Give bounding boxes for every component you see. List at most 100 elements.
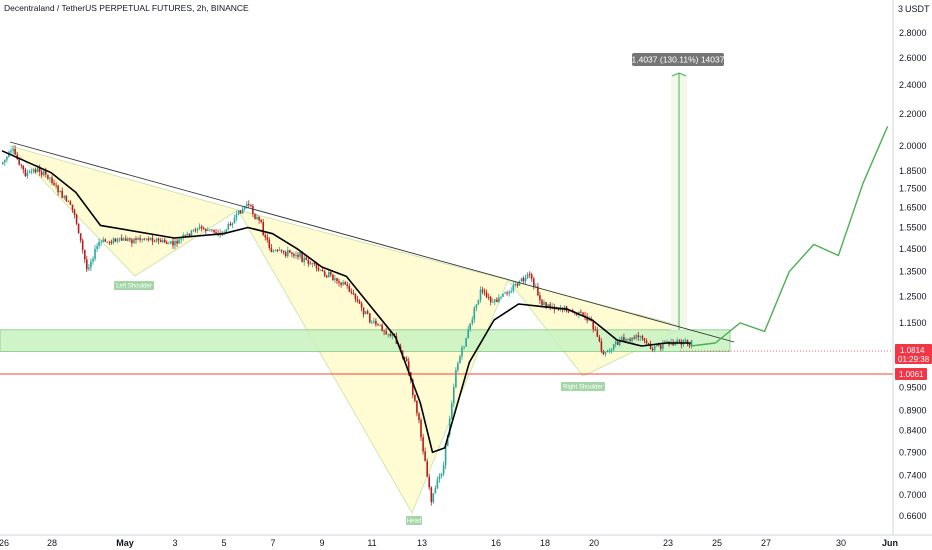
candle bbox=[139, 235, 141, 243]
candle bbox=[375, 318, 377, 327]
time-tick-label: 23 bbox=[663, 538, 673, 548]
price-axis-currency: USDT bbox=[905, 4, 930, 14]
candle bbox=[176, 238, 178, 248]
candle bbox=[313, 262, 316, 266]
candle bbox=[440, 472, 443, 479]
candle bbox=[592, 321, 594, 333]
candle bbox=[297, 252, 299, 260]
candle bbox=[155, 237, 158, 243]
head-label-bg bbox=[406, 516, 422, 525]
candle bbox=[473, 305, 476, 323]
candle bbox=[98, 238, 100, 249]
candle bbox=[334, 275, 336, 284]
candle bbox=[137, 236, 139, 241]
time-tick-label: 5 bbox=[221, 538, 226, 548]
candle bbox=[533, 276, 535, 290]
candle bbox=[143, 237, 145, 241]
candle bbox=[159, 238, 162, 243]
candle bbox=[619, 336, 621, 347]
candle bbox=[366, 309, 369, 315]
candle bbox=[293, 252, 295, 259]
candle bbox=[416, 400, 418, 417]
candle bbox=[149, 237, 152, 241]
candle bbox=[157, 237, 160, 245]
candle bbox=[248, 200, 250, 208]
price-tick-label: 0.9500 bbox=[899, 382, 927, 392]
candle bbox=[377, 323, 379, 326]
candle bbox=[65, 195, 68, 203]
candle bbox=[520, 277, 523, 282]
candle bbox=[422, 434, 424, 455]
candle bbox=[325, 274, 328, 278]
candle bbox=[114, 238, 117, 243]
price-tick-label: 0.8400 bbox=[899, 426, 927, 436]
candle bbox=[346, 281, 348, 289]
price-tick-label: 1.1500 bbox=[899, 318, 927, 328]
candle bbox=[14, 145, 16, 156]
time-tick-label: 25 bbox=[712, 538, 722, 548]
candle bbox=[479, 286, 482, 303]
time-tick-label: 30 bbox=[836, 538, 846, 548]
candle bbox=[84, 249, 86, 264]
candle bbox=[192, 229, 195, 233]
price-tick-label: 1.4500 bbox=[899, 244, 927, 254]
time-tick-label: May bbox=[116, 538, 134, 548]
candle bbox=[229, 221, 232, 227]
time-tick-label: 28 bbox=[47, 538, 57, 548]
candle bbox=[88, 263, 90, 271]
candle bbox=[145, 238, 148, 241]
price-axis-top-label: 3 bbox=[898, 4, 903, 14]
projection-path bbox=[690, 126, 889, 347]
candle bbox=[602, 349, 605, 356]
candle bbox=[358, 299, 361, 304]
candle bbox=[637, 331, 640, 341]
candle bbox=[524, 274, 527, 285]
candle bbox=[506, 290, 508, 296]
candle bbox=[362, 307, 365, 318]
descending-trendline bbox=[9, 141, 735, 343]
candle bbox=[369, 313, 371, 324]
candle bbox=[75, 213, 78, 226]
candle bbox=[428, 473, 430, 490]
measure-label-bg bbox=[632, 53, 724, 66]
candle bbox=[309, 261, 312, 265]
time-axis[interactable]: 26 28 May 3 5 7 9 11 13 16 18 20 23 25 27 30 Jun bbox=[0, 538, 898, 548]
countdown-value: 01:29:38 bbox=[898, 355, 930, 364]
candle bbox=[47, 174, 49, 180]
candle bbox=[432, 492, 435, 504]
support-price-tag-bg bbox=[895, 368, 927, 380]
candle bbox=[28, 169, 31, 174]
candle bbox=[184, 234, 187, 237]
candle bbox=[467, 325, 469, 339]
price-tick-label: 1.5500 bbox=[899, 223, 927, 233]
candle bbox=[311, 262, 314, 268]
candle bbox=[662, 340, 664, 351]
candle bbox=[272, 249, 275, 253]
candle bbox=[481, 286, 484, 295]
candle bbox=[457, 361, 459, 373]
candle bbox=[270, 244, 273, 253]
candle bbox=[475, 304, 478, 312]
candle bbox=[122, 237, 125, 241]
candle bbox=[215, 228, 217, 234]
candle bbox=[194, 227, 197, 233]
candle bbox=[373, 317, 375, 325]
candle bbox=[600, 338, 603, 354]
candle bbox=[291, 251, 293, 258]
candle bbox=[516, 282, 519, 288]
candle bbox=[2, 161, 4, 166]
candle bbox=[129, 237, 131, 242]
candle bbox=[352, 289, 355, 295]
candle bbox=[502, 293, 504, 298]
candle bbox=[125, 235, 127, 241]
measure-label: 1.4037 (130.11%) 14037 bbox=[632, 55, 725, 65]
candle bbox=[418, 412, 420, 424]
candle bbox=[262, 218, 264, 236]
candle bbox=[108, 240, 111, 245]
candle bbox=[81, 238, 84, 254]
candle bbox=[264, 232, 266, 241]
candle bbox=[596, 326, 599, 337]
candle bbox=[116, 237, 119, 244]
candle bbox=[164, 237, 166, 244]
